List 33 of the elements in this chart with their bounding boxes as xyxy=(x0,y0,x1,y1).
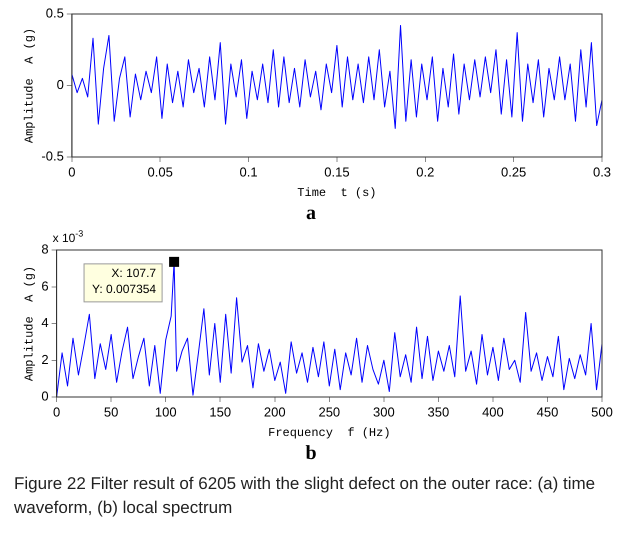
x-tick-label: 150 xyxy=(209,404,232,420)
x-axis-title: Time t (s) xyxy=(297,186,377,200)
y-tick-label: 0 xyxy=(41,388,49,404)
text: b xyxy=(305,442,317,464)
y-axis-title: Amplitude A (g) xyxy=(22,266,36,382)
x-tick-label: 0.15 xyxy=(324,164,350,180)
x-axis-title: Frequency f (Hz) xyxy=(268,426,391,440)
x-tick-label: 0.1 xyxy=(239,164,258,180)
x-tick-label: 0.25 xyxy=(500,164,526,180)
x-tick-label: 0.2 xyxy=(416,164,434,180)
y-tick-label: -0.5 xyxy=(41,148,64,164)
x-tick-label: 200 xyxy=(264,404,286,420)
y-tick-label: 0 xyxy=(56,77,64,92)
x-tick-label: 50 xyxy=(104,404,118,420)
x-tick-label: 100 xyxy=(154,404,177,420)
y-tick-label: 8 xyxy=(41,242,49,257)
x-tick-label: 500 xyxy=(591,404,613,420)
x-tick-label: 0.05 xyxy=(148,164,173,180)
y-tick-label: 2 xyxy=(41,352,49,367)
y-tick-label: 4 xyxy=(41,315,49,330)
y-tick-label: 0.5 xyxy=(46,6,64,21)
y-tick-label: 6 xyxy=(41,278,49,294)
x-tick-label: 250 xyxy=(318,404,340,420)
caption: Figure 22 Filter result of 6205 with the slight defect on the outer race: (a) time waveform, (b) local spectrum xyxy=(13,473,596,519)
x-tick-label: 400 xyxy=(482,404,504,420)
annotation: X: 107.7 Y: 0.007354 xyxy=(92,266,156,296)
x-tick-label: 0.3 xyxy=(592,164,612,180)
x-tick-label: 0 xyxy=(68,164,76,180)
x-tick-label: 300 xyxy=(373,404,395,420)
x-tick-label: 450 xyxy=(536,404,558,420)
y-axis-title: Amplitude A (g) xyxy=(22,28,36,144)
text: a xyxy=(306,202,316,224)
x-tick-label: 350 xyxy=(428,404,450,420)
